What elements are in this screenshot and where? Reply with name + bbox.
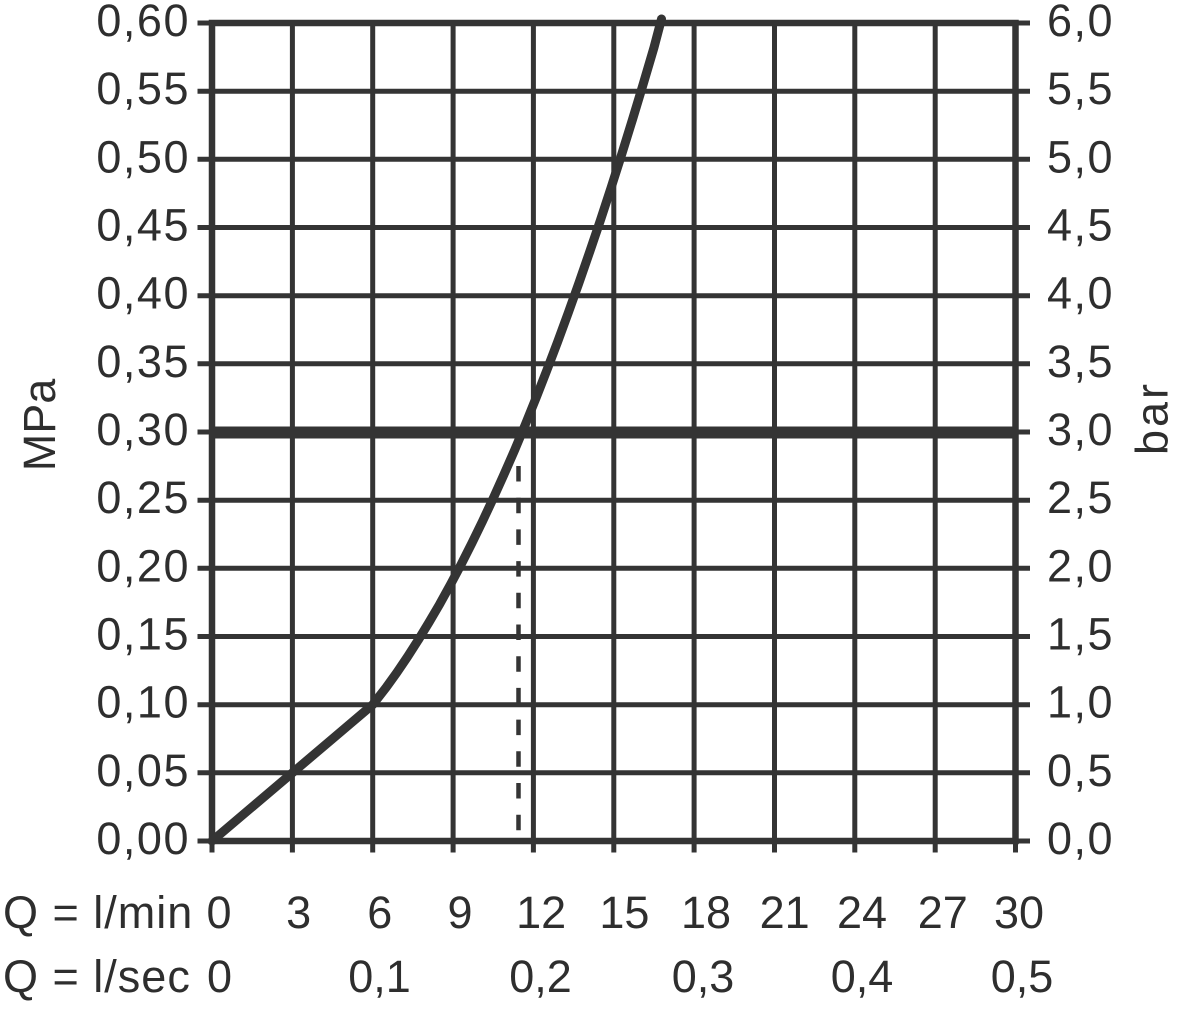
svg-text:9: 9: [447, 887, 472, 938]
svg-text:0,30: 0,30: [96, 404, 190, 455]
svg-text:6: 6: [367, 887, 392, 938]
svg-text:0,15: 0,15: [96, 609, 190, 660]
svg-text:0,4: 0,4: [831, 951, 894, 1002]
svg-text:0,55: 0,55: [96, 63, 190, 114]
svg-text:12: 12: [516, 887, 566, 938]
svg-text:15: 15: [599, 887, 649, 938]
svg-text:0,1: 0,1: [348, 951, 411, 1002]
svg-text:5,0: 5,0: [1047, 131, 1114, 182]
svg-text:0,45: 0,45: [96, 200, 190, 251]
svg-text:27: 27: [918, 887, 968, 938]
svg-text:0,60: 0,60: [96, 0, 190, 46]
svg-text:1,5: 1,5: [1047, 609, 1114, 660]
svg-text:bar: bar: [1127, 381, 1178, 455]
svg-text:21: 21: [760, 887, 810, 938]
svg-text:5,5: 5,5: [1047, 63, 1114, 114]
svg-text:0,20: 0,20: [96, 540, 190, 591]
svg-text:4,0: 4,0: [1047, 268, 1114, 319]
svg-text:0,2: 0,2: [509, 951, 572, 1002]
svg-text:0,50: 0,50: [96, 131, 190, 182]
svg-text:0,5: 0,5: [991, 951, 1054, 1002]
svg-text:Q = l/sec: Q = l/sec: [3, 951, 191, 1002]
svg-text:0: 0: [207, 951, 232, 1002]
svg-text:2,5: 2,5: [1047, 472, 1114, 523]
svg-text:3,5: 3,5: [1047, 336, 1114, 387]
svg-text:Q = l/min: Q = l/min: [3, 887, 193, 938]
svg-text:0,5: 0,5: [1047, 745, 1114, 796]
svg-text:MPa: MPa: [14, 378, 65, 472]
svg-text:0,35: 0,35: [96, 336, 190, 387]
svg-text:0,40: 0,40: [96, 268, 190, 319]
svg-text:2,0: 2,0: [1047, 540, 1114, 591]
svg-text:6,0: 6,0: [1047, 0, 1114, 46]
svg-text:0,25: 0,25: [96, 472, 190, 523]
svg-text:3: 3: [286, 887, 311, 938]
svg-text:0,00: 0,00: [96, 813, 190, 864]
svg-text:4,5: 4,5: [1047, 200, 1114, 251]
svg-text:1,0: 1,0: [1047, 677, 1114, 728]
svg-text:0,0: 0,0: [1047, 813, 1114, 864]
svg-text:18: 18: [681, 887, 731, 938]
svg-text:24: 24: [837, 887, 887, 938]
svg-text:0,3: 0,3: [672, 951, 735, 1002]
svg-text:0,10: 0,10: [96, 677, 190, 728]
svg-text:3,0: 3,0: [1047, 404, 1114, 455]
svg-text:0: 0: [206, 887, 231, 938]
svg-text:30: 30: [994, 887, 1044, 938]
svg-text:0,05: 0,05: [96, 745, 190, 796]
